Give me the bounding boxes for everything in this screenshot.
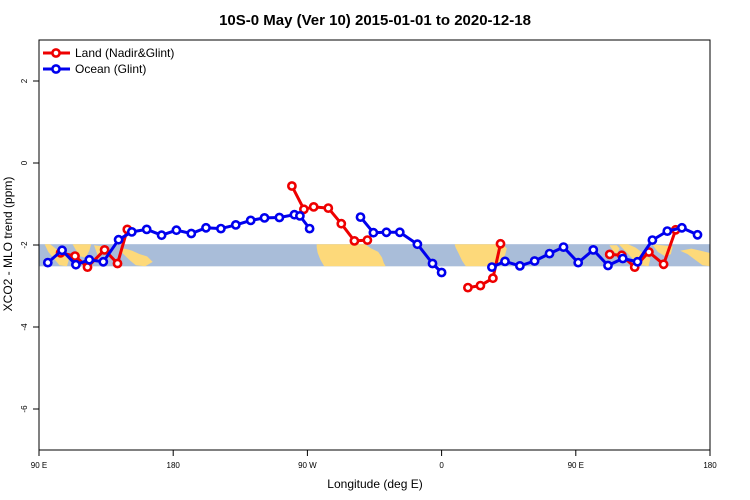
series-ocean-point bbox=[573, 257, 584, 268]
series-ocean-point bbox=[230, 219, 241, 230]
series-ocean-point bbox=[84, 254, 95, 265]
series-land-point bbox=[99, 244, 110, 255]
series-land-point bbox=[298, 204, 309, 215]
series-ocean-point bbox=[126, 226, 137, 237]
series-ocean-point bbox=[529, 256, 540, 266]
series-land-point bbox=[658, 259, 669, 270]
land-south-america bbox=[316, 244, 386, 267]
plot-area: 90 E 180 90 W 0 90 E 180 2 0 -2 -4 -6 Land (Nadir&G… bbox=[20, 39, 717, 470]
series-land-point bbox=[462, 282, 473, 293]
series-ocean-point bbox=[427, 258, 438, 269]
series-ocean-point bbox=[171, 225, 182, 236]
legend-ocean-marker bbox=[51, 64, 61, 74]
series-ocean-point bbox=[500, 256, 510, 267]
series-ocean-point bbox=[588, 244, 599, 255]
x-tick-label: 180 bbox=[703, 461, 717, 470]
series-ocean-point bbox=[662, 226, 673, 236]
series-ocean-point bbox=[294, 210, 305, 221]
x-tick-label: 0 bbox=[439, 461, 444, 470]
x-tick-label: 90 W bbox=[298, 461, 317, 470]
x-tick-label: 180 bbox=[167, 461, 181, 470]
series-ocean-point bbox=[201, 222, 211, 233]
series-ocean-point bbox=[394, 227, 405, 238]
series-ocean-point bbox=[156, 230, 167, 241]
series-land-point bbox=[487, 273, 498, 284]
y-tick-label: 0 bbox=[20, 160, 29, 165]
series-ocean-point bbox=[436, 267, 447, 278]
series-ocean-point bbox=[486, 262, 497, 272]
x-tick-label: 90 E bbox=[31, 461, 47, 470]
series-ocean-point bbox=[677, 222, 687, 233]
y-tick-label: -4 bbox=[20, 323, 29, 331]
series-ocean-point bbox=[57, 245, 67, 256]
y-tick-label: -2 bbox=[20, 241, 29, 249]
series-ocean-point bbox=[368, 227, 379, 238]
series-ocean-point bbox=[42, 257, 53, 268]
series-land-point bbox=[604, 249, 615, 260]
legend-land-marker bbox=[51, 48, 61, 58]
series-land bbox=[55, 181, 681, 293]
land-borneo bbox=[72, 244, 92, 258]
x-tick-label: 90 E bbox=[568, 461, 584, 470]
series-land-point bbox=[362, 235, 373, 245]
series-land-point bbox=[308, 201, 319, 212]
series-ocean-point bbox=[412, 239, 423, 250]
series-ocean-point bbox=[186, 228, 197, 239]
series-ocean-point bbox=[647, 235, 658, 245]
land-sri-lanka-area bbox=[609, 245, 620, 255]
series-ocean-point bbox=[215, 223, 226, 234]
series-ocean-point bbox=[515, 260, 525, 271]
series-ocean-point bbox=[355, 212, 366, 222]
land-new-guinea-east bbox=[680, 248, 710, 267]
series-land-line bbox=[467, 243, 502, 290]
series-ocean-point bbox=[381, 227, 392, 238]
series-ocean-point bbox=[274, 212, 285, 223]
series-land-point bbox=[70, 251, 80, 261]
series-ocean-point bbox=[544, 248, 555, 259]
series-land-point bbox=[495, 238, 506, 249]
series-land-point bbox=[286, 181, 297, 191]
series-land-point bbox=[349, 235, 360, 246]
series-ocean-point bbox=[617, 253, 628, 264]
chart-title: 10S-0 May (Ver 10) 2015-01-01 to 2020-12… bbox=[219, 12, 531, 29]
series-ocean-point bbox=[113, 234, 124, 245]
series-ocean-point bbox=[98, 256, 109, 267]
legend-land-label: Land (Nadir&Glint) bbox=[75, 46, 174, 60]
y-tick-label: -6 bbox=[20, 405, 29, 413]
series-ocean-point bbox=[304, 223, 315, 234]
series-ocean bbox=[42, 209, 703, 278]
series-ocean-point bbox=[692, 229, 703, 240]
series-land-point bbox=[475, 280, 486, 291]
y-tick-label: 2 bbox=[20, 78, 29, 83]
map-band bbox=[39, 244, 710, 267]
legend-ocean-label: Ocean (Glint) bbox=[75, 62, 146, 76]
series-ocean-point bbox=[632, 256, 643, 267]
series-land-point bbox=[323, 203, 334, 213]
y-axis-label: XCO2 - MLO trend (ppm) bbox=[1, 177, 15, 312]
legend: Land (Nadir&Glint) Ocean (Glint) bbox=[43, 46, 174, 76]
series-land-point bbox=[112, 258, 123, 269]
series-land-point bbox=[336, 218, 347, 229]
land-africa bbox=[454, 244, 507, 267]
series-ocean-point bbox=[259, 212, 270, 223]
series-ocean-point bbox=[71, 259, 81, 270]
series-ocean-point bbox=[558, 242, 569, 252]
land-new-guinea bbox=[114, 248, 153, 267]
series-ocean-point bbox=[141, 224, 152, 235]
series-ocean-point bbox=[245, 215, 256, 226]
x-axis-label: Longitude (deg E) bbox=[327, 477, 422, 491]
series-ocean-point bbox=[603, 260, 613, 271]
